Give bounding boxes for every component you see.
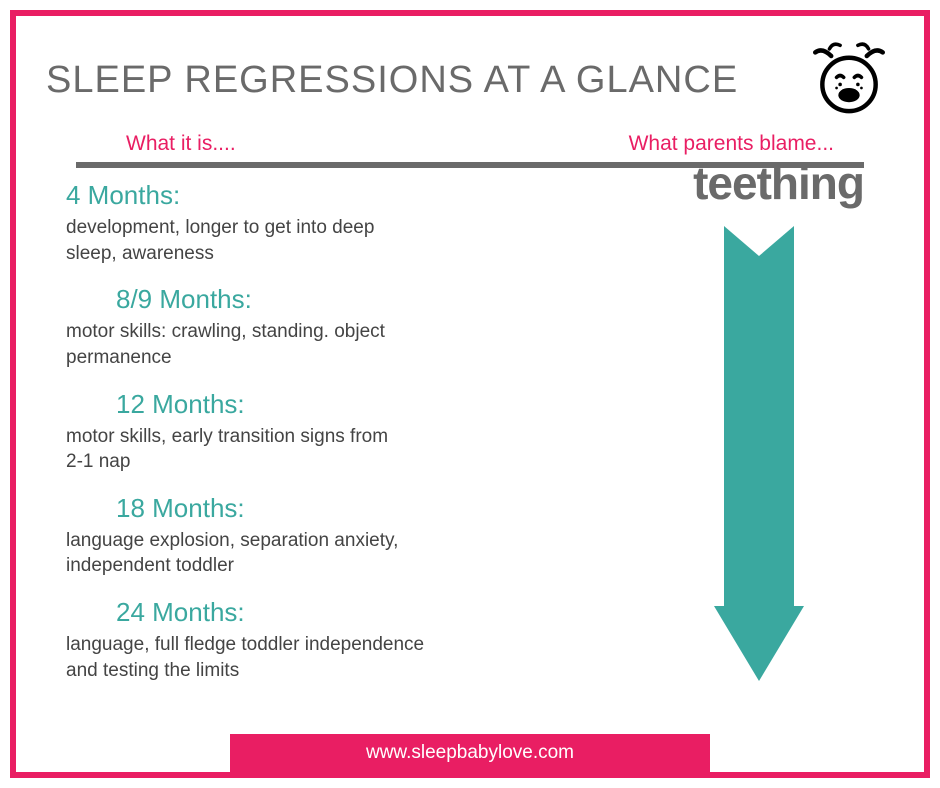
footer-url: www.sleepbabylove.com: [230, 734, 710, 772]
crying-baby-icon: [804, 40, 894, 120]
subhead-left: What it is....: [126, 132, 236, 156]
infographic-frame: SLEEP REGRESSIONS AT A GLANCE What it is…: [10, 10, 930, 778]
stage-desc: development, longer to get into deep sle…: [66, 215, 406, 266]
stage-desc: motor skills: crawling, standing. object…: [66, 319, 406, 370]
stage-desc: language explosion, separation anxiety, …: [66, 528, 406, 579]
stage-desc: language, full fledge toddler independen…: [66, 632, 446, 683]
title-row: SLEEP REGRESSIONS AT A GLANCE: [16, 16, 924, 132]
subhead-right: What parents blame...: [629, 132, 834, 156]
stage-desc: motor skills, early transition signs fro…: [66, 424, 406, 475]
page-title: SLEEP REGRESSIONS AT A GLANCE: [46, 59, 784, 102]
blame-label: teething: [693, 156, 864, 210]
down-arrow-icon: [714, 226, 804, 686]
